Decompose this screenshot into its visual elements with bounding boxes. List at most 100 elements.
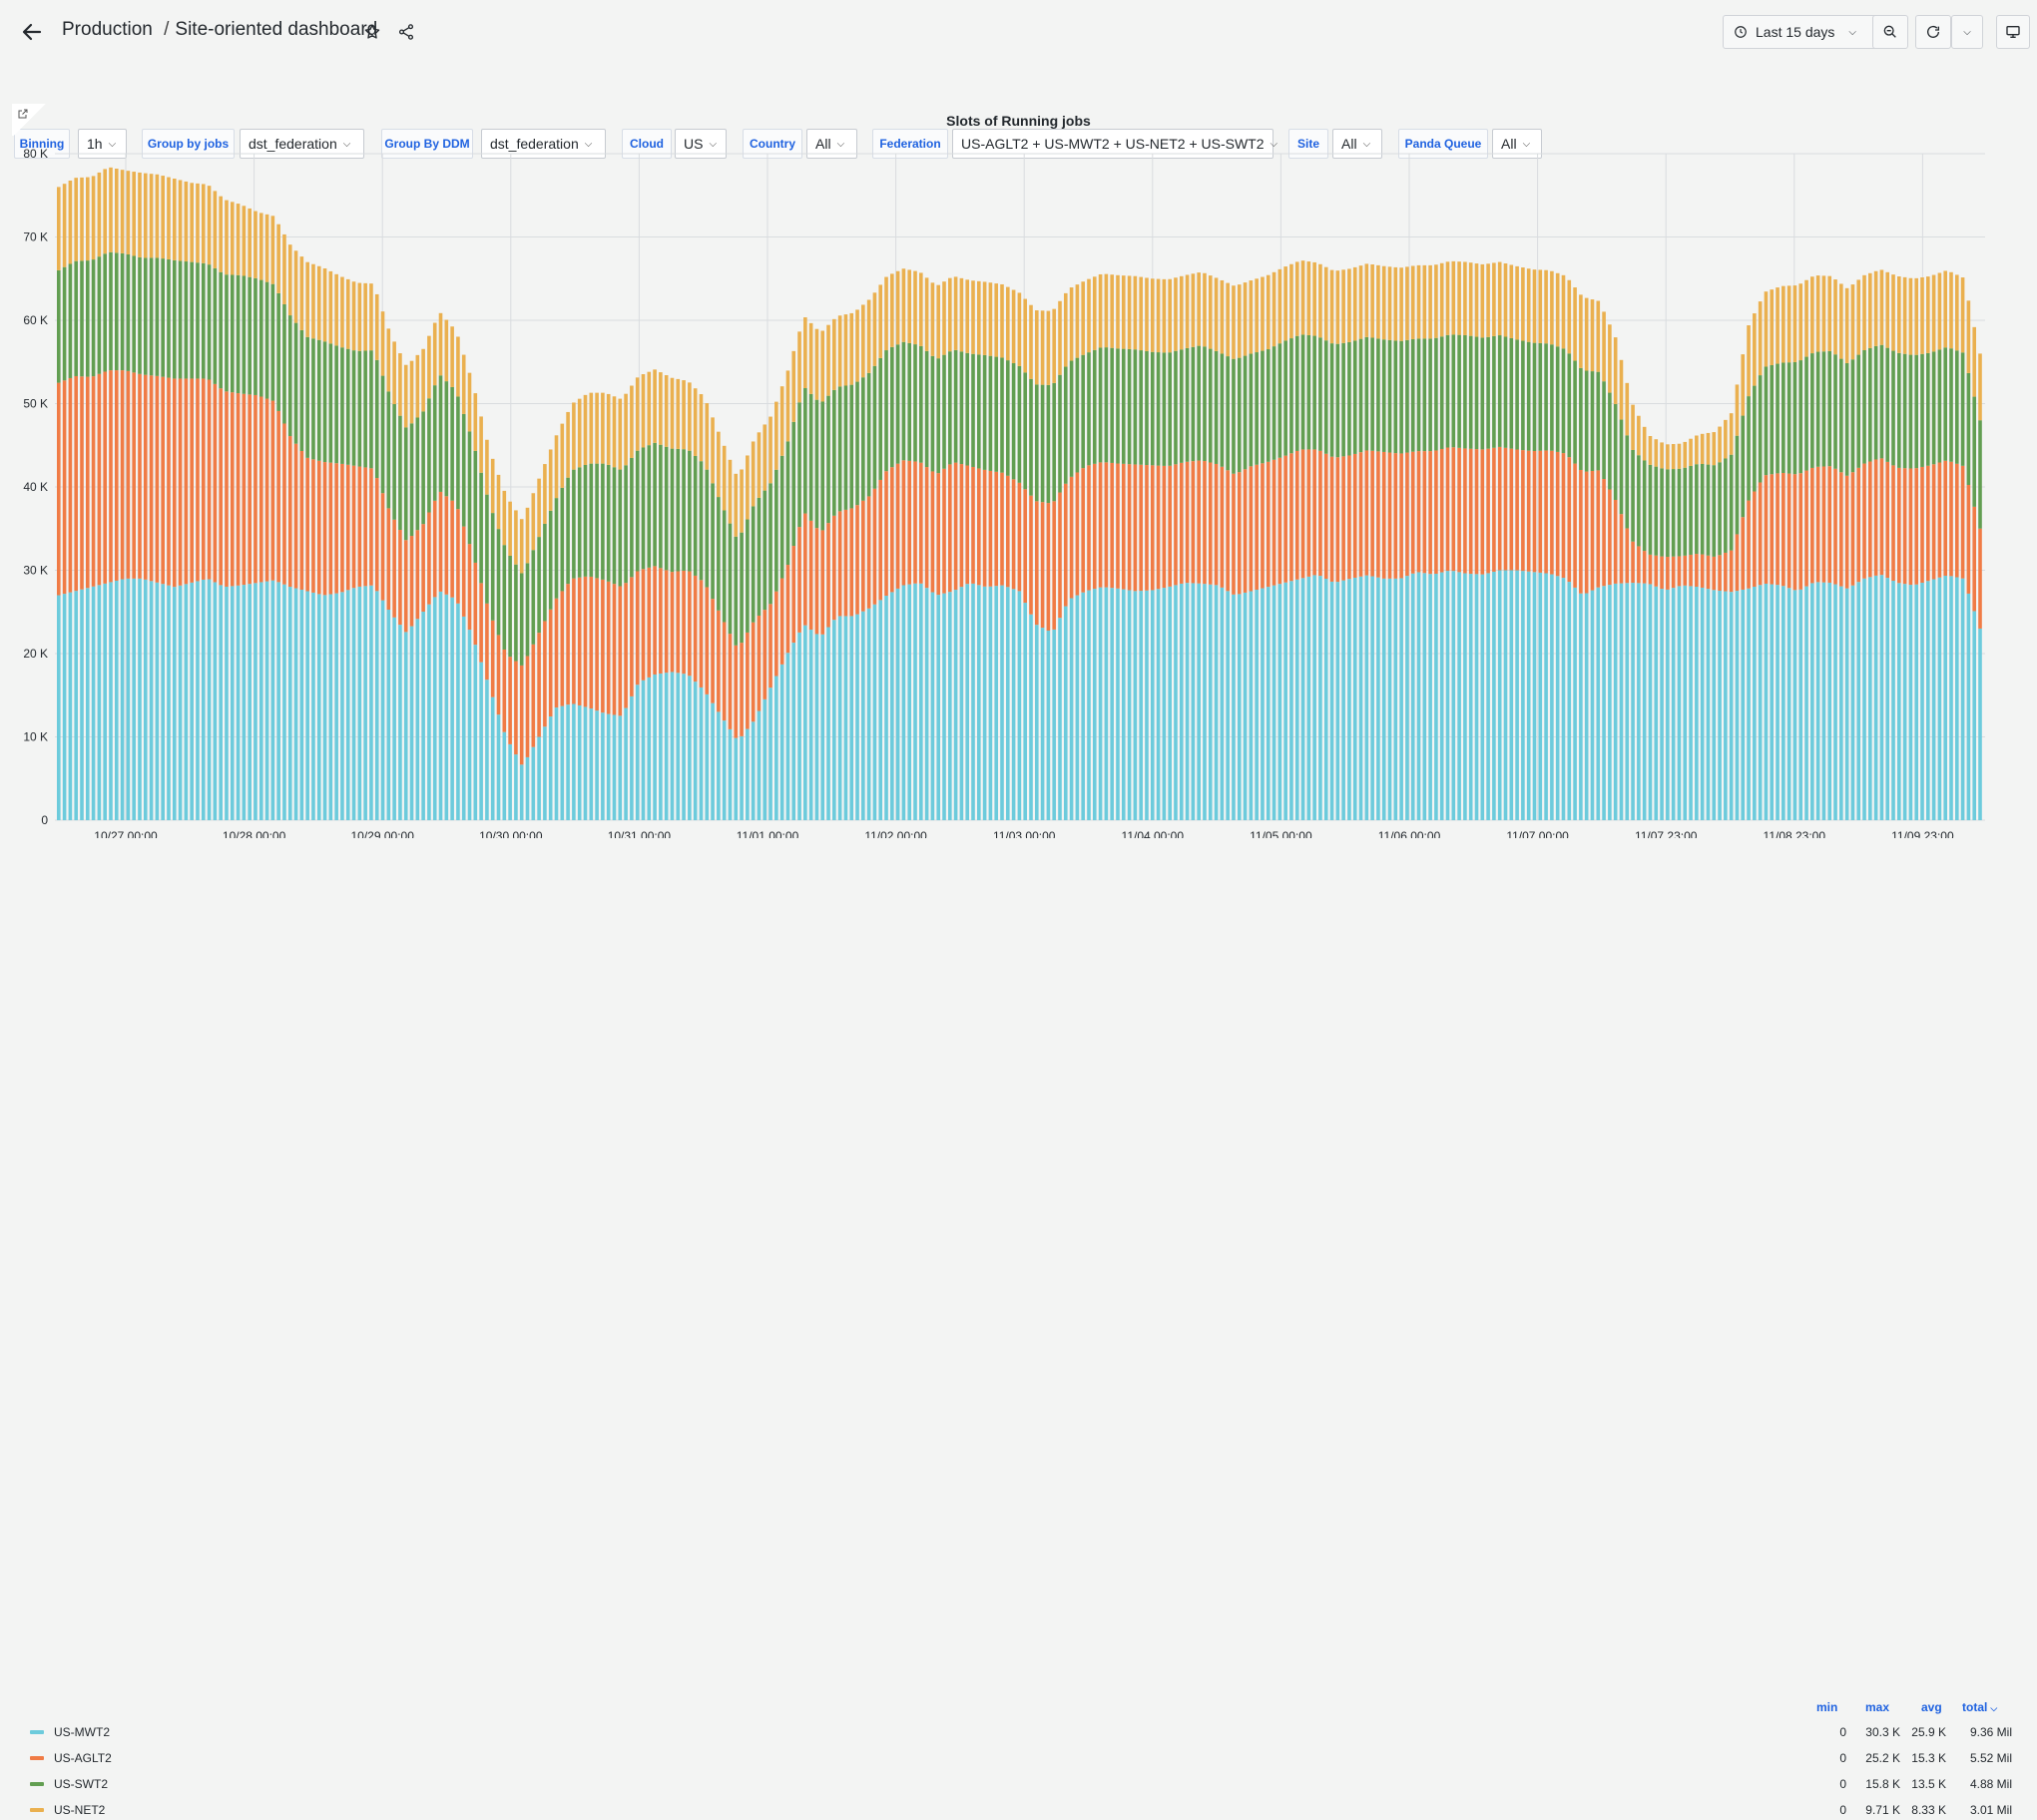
bar-us-mwt2[interactable] (647, 677, 652, 820)
bar-us-swt2[interactable] (1092, 349, 1097, 464)
bar-us-aglt2[interactable] (1949, 461, 1953, 577)
bar-us-mwt2[interactable] (340, 592, 344, 820)
bar-us-swt2[interactable] (328, 343, 333, 463)
bar-us-net2[interactable] (1897, 276, 1901, 353)
bar-us-swt2[interactable] (369, 350, 373, 469)
bar-us-aglt2[interactable] (351, 465, 356, 589)
bar-us-aglt2[interactable] (1451, 447, 1456, 572)
bar-us-swt2[interactable] (837, 386, 842, 512)
bar-us-mwt2[interactable] (1579, 593, 1583, 820)
bar-us-aglt2[interactable] (659, 568, 663, 675)
bar-us-net2[interactable] (1966, 300, 1971, 373)
bar-us-swt2[interactable] (161, 258, 165, 377)
bar-us-net2[interactable] (595, 392, 599, 464)
bar-us-net2[interactable] (1306, 261, 1311, 335)
bar-us-swt2[interactable] (293, 322, 298, 444)
legend-header-total[interactable]: total ⌵ (1962, 1700, 1997, 1714)
bar-us-aglt2[interactable] (717, 610, 721, 712)
bar-us-net2[interactable] (1145, 277, 1149, 351)
bar-us-mwt2[interactable] (264, 581, 269, 820)
bar-us-net2[interactable] (676, 378, 681, 449)
bar-us-net2[interactable] (1741, 354, 1746, 416)
bar-us-aglt2[interactable] (1654, 555, 1659, 587)
bar-us-net2[interactable] (1052, 308, 1056, 383)
bar-us-mwt2[interactable] (1729, 592, 1734, 820)
bar-us-mwt2[interactable] (421, 612, 425, 820)
bar-us-mwt2[interactable] (1474, 574, 1479, 820)
bar-us-mwt2[interactable] (693, 682, 698, 820)
bar-us-aglt2[interactable] (953, 462, 958, 591)
bar-us-swt2[interactable] (1249, 353, 1254, 467)
bar-us-net2[interactable] (1862, 274, 1866, 350)
bar-us-aglt2[interactable] (525, 656, 530, 757)
bar-us-mwt2[interactable] (791, 643, 796, 820)
bar-us-aglt2[interactable] (258, 396, 263, 583)
bar-us-net2[interactable] (1786, 285, 1791, 363)
bar-us-net2[interactable] (740, 469, 744, 533)
bar-us-net2[interactable] (1538, 269, 1543, 343)
bar-us-swt2[interactable] (386, 391, 391, 509)
bar-us-swt2[interactable] (450, 386, 454, 501)
bar-us-mwt2[interactable] (924, 588, 929, 820)
bar-us-mwt2[interactable] (803, 625, 807, 820)
bar-us-aglt2[interactable] (1480, 449, 1485, 575)
bar-us-aglt2[interactable] (1660, 556, 1664, 590)
bar-us-swt2[interactable] (421, 411, 425, 525)
bar-us-aglt2[interactable] (901, 460, 906, 586)
bar-us-mwt2[interactable] (1671, 588, 1676, 820)
bar-us-net2[interactable] (1081, 281, 1085, 355)
bar-us-net2[interactable] (62, 184, 67, 267)
bar-us-mwt2[interactable] (1561, 578, 1566, 820)
bar-us-aglt2[interactable] (514, 661, 518, 755)
bar-us-net2[interactable] (1352, 266, 1357, 341)
bar-us-mwt2[interactable] (682, 674, 686, 820)
bar-us-swt2[interactable] (919, 345, 923, 463)
bar-us-aglt2[interactable] (601, 579, 605, 713)
bar-us-net2[interactable] (340, 276, 344, 348)
bar-us-swt2[interactable] (1104, 347, 1109, 463)
bar-us-aglt2[interactable] (1174, 464, 1178, 586)
bar-us-mwt2[interactable] (641, 680, 646, 820)
bar-us-net2[interactable] (820, 330, 825, 402)
bar-us-swt2[interactable] (514, 564, 518, 662)
bar-us-aglt2[interactable] (415, 530, 420, 620)
bar-us-net2[interactable] (1277, 268, 1282, 344)
bar-us-aglt2[interactable] (1538, 450, 1543, 573)
bar-us-net2[interactable] (1712, 432, 1717, 466)
bar-us-aglt2[interactable] (785, 565, 790, 654)
bar-us-swt2[interactable] (132, 255, 136, 373)
bar-us-swt2[interactable] (1081, 354, 1085, 469)
bar-us-net2[interactable] (299, 256, 304, 330)
bar-us-mwt2[interactable] (1387, 578, 1392, 820)
bar-us-net2[interactable] (717, 431, 721, 498)
bar-us-aglt2[interactable] (1815, 466, 1820, 583)
bar-us-mwt2[interactable] (1978, 628, 1982, 820)
bar-us-mwt2[interactable] (1463, 573, 1467, 820)
bar-us-net2[interactable] (1544, 269, 1548, 344)
bar-us-aglt2[interactable] (734, 645, 739, 738)
bar-us-net2[interactable] (1776, 287, 1780, 364)
bar-us-mwt2[interactable] (1156, 589, 1161, 820)
bar-us-aglt2[interactable] (1712, 556, 1717, 591)
bar-us-swt2[interactable] (740, 532, 744, 644)
bar-us-mwt2[interactable] (849, 616, 854, 820)
bar-us-swt2[interactable] (1862, 349, 1866, 464)
bar-us-swt2[interactable] (635, 450, 640, 572)
bar-us-mwt2[interactable] (1341, 580, 1345, 820)
bar-us-mwt2[interactable] (149, 581, 154, 820)
bar-us-swt2[interactable] (1335, 343, 1340, 458)
bar-us-aglt2[interactable] (248, 394, 252, 585)
bar-us-swt2[interactable] (1972, 396, 1976, 507)
bar-us-net2[interactable] (1700, 433, 1705, 464)
bar-us-mwt2[interactable] (953, 590, 958, 820)
bar-us-aglt2[interactable] (740, 643, 744, 736)
bar-us-mwt2[interactable] (398, 625, 402, 820)
bar-us-aglt2[interactable] (1428, 451, 1432, 575)
bar-us-aglt2[interactable] (1312, 449, 1316, 576)
bar-us-net2[interactable] (473, 393, 478, 451)
bar-us-net2[interactable] (254, 211, 257, 278)
bar-us-mwt2[interactable] (1283, 582, 1287, 820)
bar-us-mwt2[interactable] (219, 585, 223, 820)
bar-us-net2[interactable] (618, 398, 623, 470)
bar-us-net2[interactable] (1364, 263, 1369, 337)
